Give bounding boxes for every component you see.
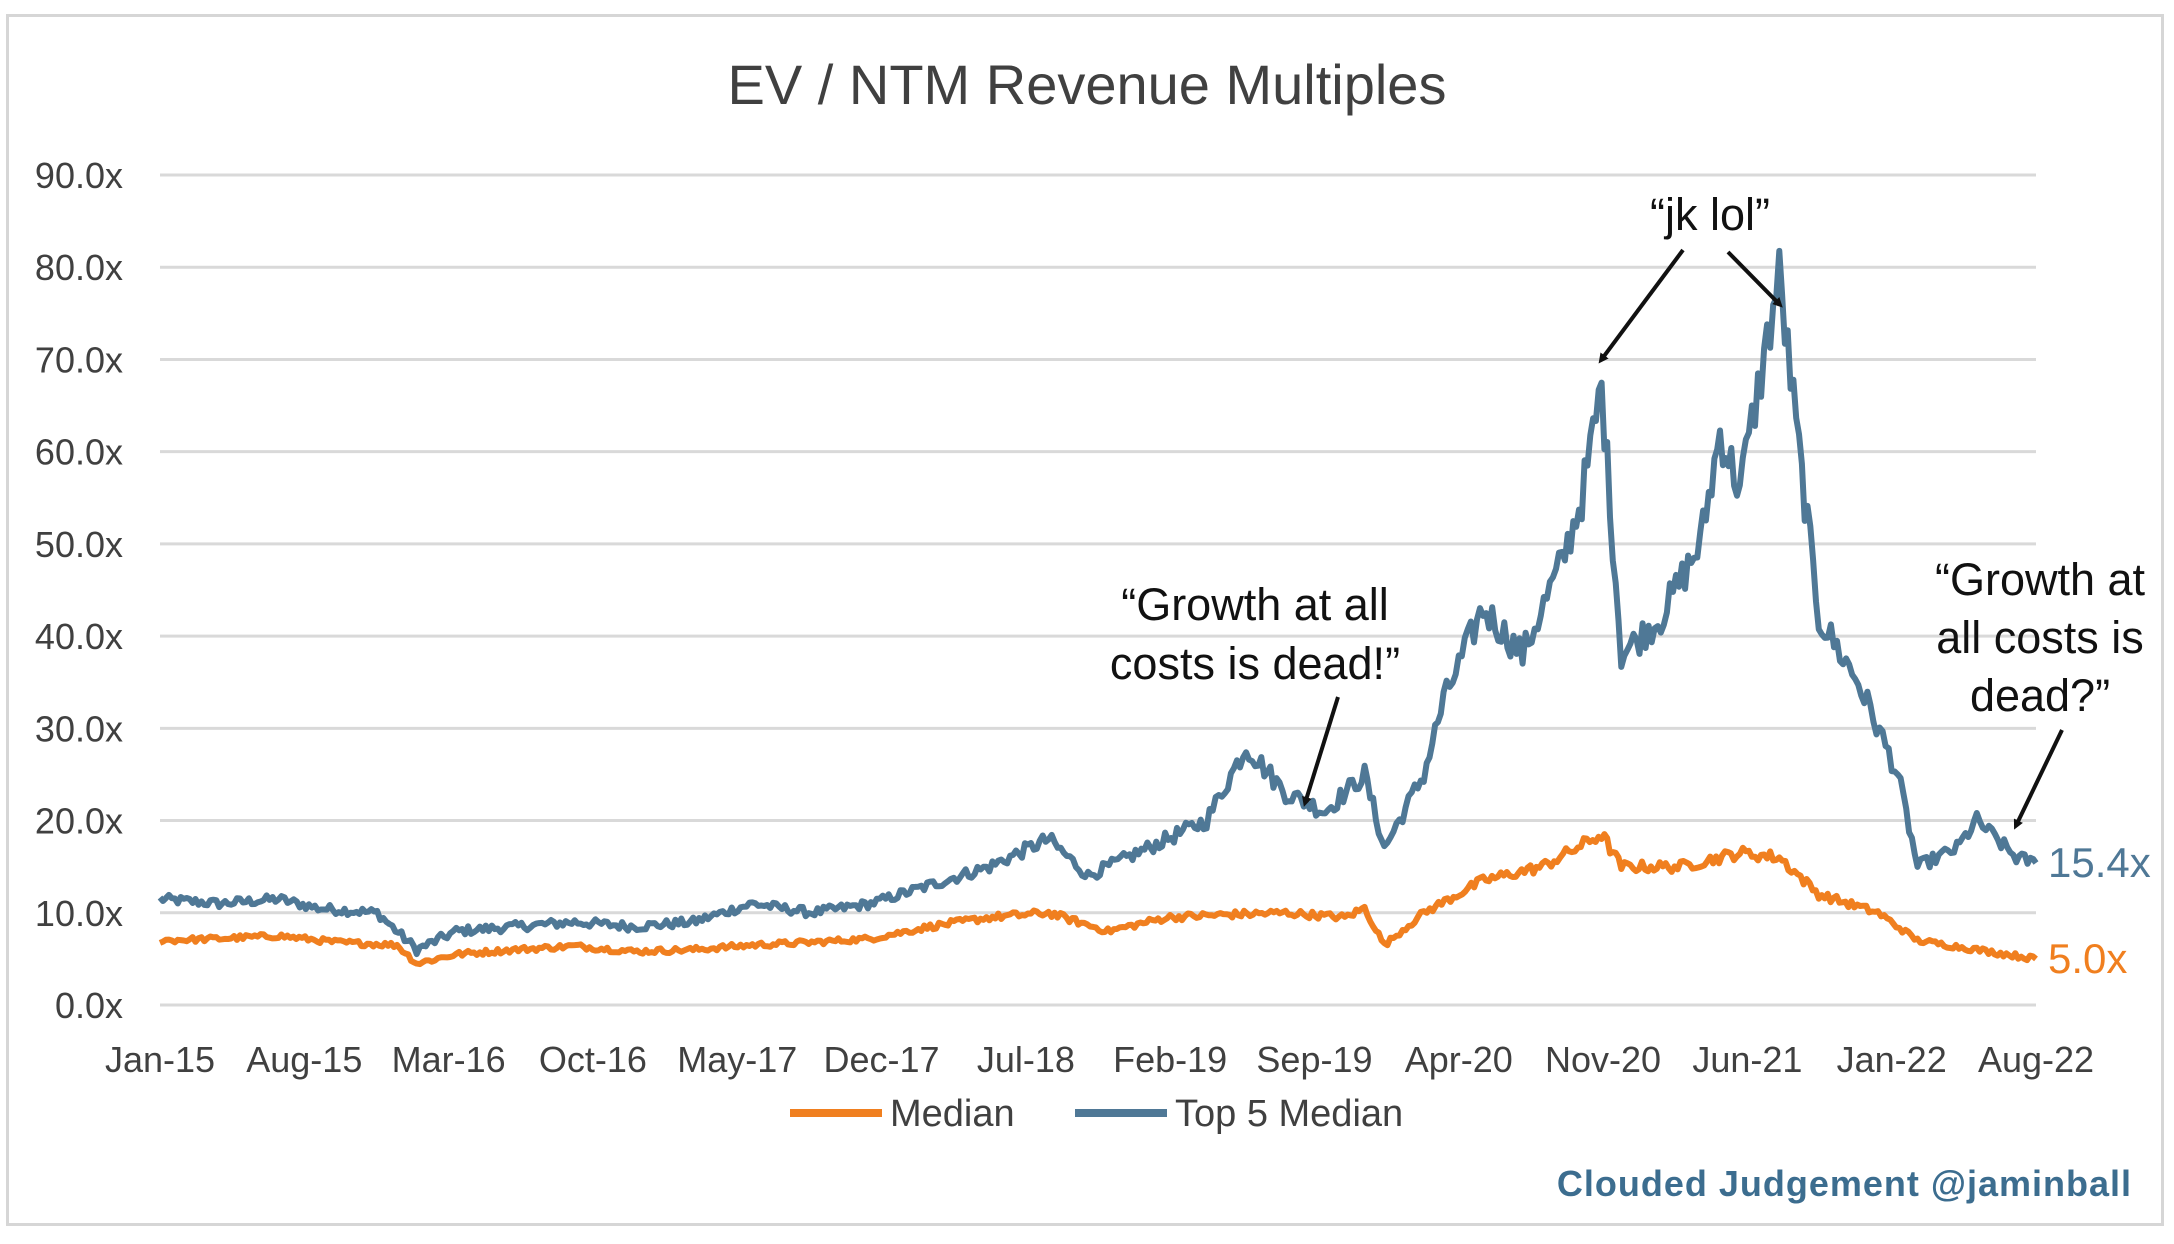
x-tick-label: Feb-19 (1113, 1039, 1227, 1080)
x-tick-label: Sep-19 (1256, 1039, 1372, 1080)
annotation-text: dead?” (1970, 670, 2110, 721)
series-lines (157, 247, 2039, 968)
y-tick-label: 80.0x (35, 247, 123, 288)
x-tick-label: Apr-20 (1405, 1039, 1513, 1080)
y-tick-label: 0.0x (55, 985, 123, 1026)
x-tick-label: Aug-22 (1978, 1039, 2094, 1080)
x-tick-label: May-17 (677, 1039, 797, 1080)
chart-title: EV / NTM Revenue Multiples (728, 53, 1447, 116)
annotation-arrow (1726, 250, 1783, 308)
y-axis-ticks: 0.0x 10.0x 20.0x 30.0x 40.0x 50.0x 60.0x 70.0x 8… (35, 155, 123, 1026)
annotation-arrow (1598, 248, 1685, 364)
chart-frame (6, 14, 2164, 1226)
x-tick-label: Jun-21 (1692, 1039, 1802, 1080)
end-labels: 15.4x 5.0x (2048, 839, 2151, 982)
x-tick-label: Jan-15 (105, 1039, 215, 1080)
legend-label: Median (890, 1093, 1015, 1135)
end-label: 15.4x (2048, 839, 2151, 886)
x-tick-label: Mar-16 (392, 1039, 506, 1080)
x-tick-label: Jul-18 (977, 1039, 1075, 1080)
y-tick-label: 90.0x (35, 155, 123, 196)
annotation-text: “Growth at (1935, 554, 2146, 605)
annotation-text: “jk lol” (1650, 189, 1770, 240)
watermark: Clouded Judgement @jaminball (1557, 1163, 2132, 1204)
y-tick-label: 60.0x (35, 432, 123, 473)
x-tick-label: Oct-16 (539, 1039, 647, 1080)
annotation-arrow (2013, 729, 2064, 830)
x-tick-label: Dec-17 (824, 1039, 940, 1080)
y-tick-label: 30.0x (35, 708, 123, 749)
x-axis-ticks: Jan-15 Aug-15 Mar-16 Oct-16 May-17 Dec-17 Jul-… (105, 1039, 2094, 1080)
end-label: 5.0x (2048, 935, 2127, 982)
annotation-text: “Growth at all (1121, 579, 1389, 630)
y-tick-label: 10.0x (35, 893, 123, 934)
y-tick-label: 20.0x (35, 801, 123, 842)
x-tick-label: Jan-22 (1837, 1039, 1947, 1080)
series-line-median (158, 831, 2038, 968)
legend: Median Top 5 Median (790, 1093, 1403, 1135)
series-line-top-5-median (157, 247, 2039, 958)
y-tick-label: 50.0x (35, 524, 123, 565)
legend-label: Top 5 Median (1175, 1093, 1403, 1135)
x-tick-label: Aug-15 (246, 1039, 362, 1080)
y-tick-label: 40.0x (35, 616, 123, 657)
y-tick-label: 70.0x (35, 339, 123, 380)
annotation-arrow (1302, 696, 1340, 807)
annotation-text: costs is dead!” (1110, 638, 1400, 689)
annotation-text: all costs is (1936, 612, 2144, 663)
annotations: “Growth at all costs is dead!” “jk lol” “Gr… (1110, 189, 2146, 830)
x-tick-label: Nov-20 (1545, 1039, 1661, 1080)
